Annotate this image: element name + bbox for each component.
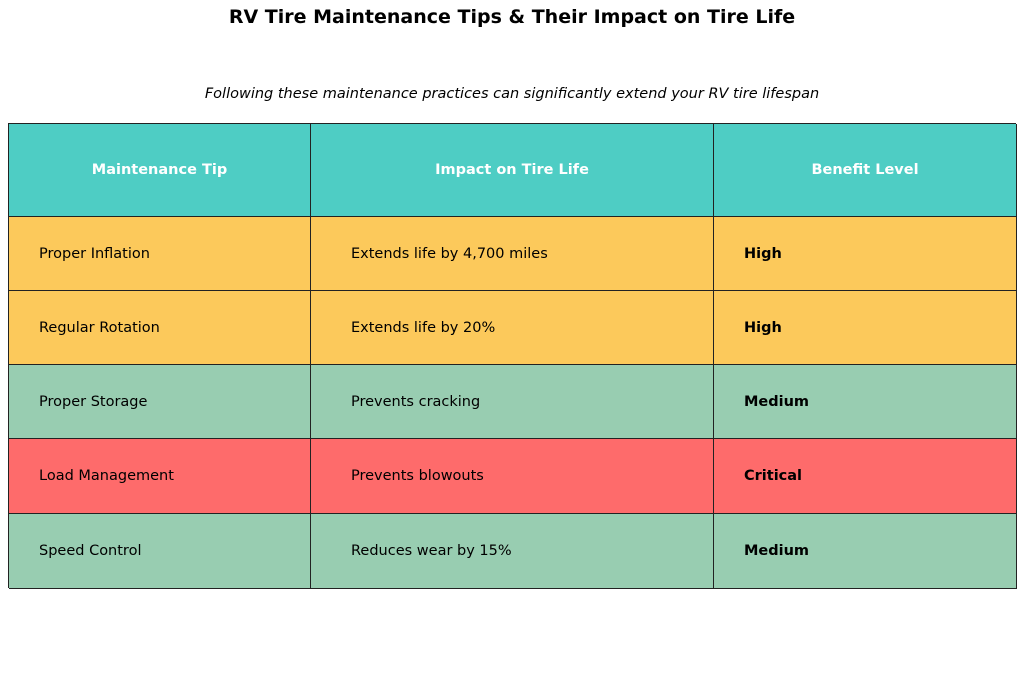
maintenance-table: Maintenance Tip Impact on Tire Life Bene… — [8, 123, 1017, 589]
header-impact-on-tire-life: Impact on Tire Life — [311, 124, 714, 217]
row-2-impact: Extends life by 20% — [311, 291, 714, 365]
header-maintenance-tip: Maintenance Tip — [9, 124, 311, 217]
row-5-tip: Speed Control — [9, 514, 311, 589]
row-4-tip: Load Management — [9, 439, 311, 514]
row-1-benefit: High — [714, 217, 1017, 291]
row-5-benefit: Medium — [714, 514, 1017, 589]
row-2-benefit: High — [714, 291, 1017, 365]
chart-title: RV Tire Maintenance Tips & Their Impact … — [228, 6, 796, 28]
row-3-impact: Prevents cracking — [311, 365, 714, 439]
chart-subtitle: Following these maintenance practices ca… — [204, 86, 820, 102]
row-2-tip: Regular Rotation — [9, 291, 311, 365]
row-1-tip: Proper Inflation — [9, 217, 311, 291]
row-5-impact: Reduces wear by 15% — [311, 514, 714, 589]
row-1-impact: Extends life by 4,700 miles — [311, 217, 714, 291]
row-3-benefit: Medium — [714, 365, 1017, 439]
header-benefit-level: Benefit Level — [714, 124, 1017, 217]
row-3-tip: Proper Storage — [9, 365, 311, 439]
row-4-impact: Prevents blowouts — [311, 439, 714, 514]
row-4-benefit: Critical — [714, 439, 1017, 514]
